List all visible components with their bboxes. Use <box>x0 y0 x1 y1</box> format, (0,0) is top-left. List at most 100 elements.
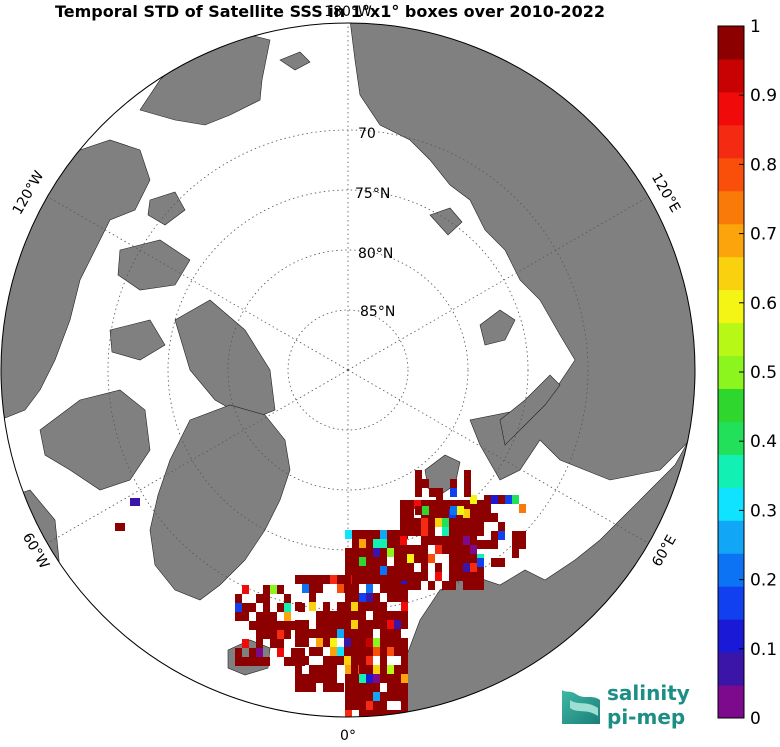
std-cell <box>337 629 344 638</box>
std-cell <box>359 530 366 539</box>
logo-wave-highlight <box>570 700 598 716</box>
std-cell <box>436 506 443 515</box>
std-cell <box>249 621 256 630</box>
std-cell <box>345 548 352 557</box>
std-cell <box>309 629 316 638</box>
figure-title: Temporal STD of Satellite SSS in 1°x1° b… <box>55 2 605 21</box>
colorbar-tick-label: 0.6 <box>750 294 777 314</box>
std-cell <box>387 593 394 602</box>
std-cell <box>401 620 408 629</box>
std-cell <box>421 527 428 536</box>
std-cell <box>373 575 380 584</box>
std-cell <box>491 540 498 549</box>
std-cell <box>366 575 373 584</box>
std-cell <box>457 506 464 515</box>
std-cell <box>407 554 414 563</box>
std-cell <box>470 504 477 513</box>
std-cell <box>477 500 484 509</box>
std-cell <box>235 594 242 603</box>
std-cell <box>387 566 394 575</box>
std-cell <box>359 593 366 602</box>
std-cell <box>463 527 470 536</box>
std-cell <box>352 539 359 548</box>
std-cell <box>387 692 394 701</box>
std-cell <box>512 531 519 540</box>
lon-label-60e: 60°E <box>649 532 680 569</box>
std-cell <box>309 647 316 656</box>
std-cell <box>373 593 380 602</box>
std-cell <box>512 540 519 549</box>
std-cell <box>337 611 344 620</box>
std-cell <box>380 692 387 701</box>
std-cell <box>470 513 477 522</box>
std-cell <box>373 539 380 548</box>
std-cell <box>387 710 394 717</box>
std-cell <box>256 657 263 666</box>
std-cell <box>366 530 373 539</box>
std-cell <box>291 657 298 666</box>
std-cell <box>263 657 270 666</box>
std-cell <box>456 563 463 572</box>
std-cell <box>414 545 421 554</box>
std-cell <box>351 683 358 692</box>
std-cell <box>415 488 422 497</box>
std-cell <box>407 500 414 509</box>
std-cell <box>477 572 484 581</box>
std-cell <box>470 581 477 590</box>
std-cell <box>330 575 337 584</box>
std-cell <box>373 719 380 728</box>
std-cell <box>351 674 358 683</box>
meridian-120w <box>47 196 349 371</box>
std-cell <box>352 719 359 728</box>
std-cell <box>345 719 352 728</box>
std-cell <box>400 572 407 581</box>
land-baffin <box>39 389 151 491</box>
colorbar-segment <box>718 586 744 620</box>
std-cell <box>477 558 484 567</box>
std-cell <box>429 506 436 515</box>
std-cell <box>373 647 380 656</box>
std-cell <box>435 518 442 527</box>
std-cell <box>359 548 366 557</box>
std-cell <box>415 506 422 515</box>
std-cell <box>256 648 263 657</box>
std-cell <box>351 638 358 647</box>
std-cell <box>491 513 498 522</box>
std-cell <box>277 630 284 639</box>
std-cell <box>302 629 309 638</box>
std-cell <box>435 545 442 554</box>
std-cell <box>344 584 351 593</box>
std-cell <box>270 639 277 648</box>
std-cell <box>477 540 484 549</box>
std-cell <box>414 500 421 509</box>
std-cell <box>512 549 519 558</box>
std-cell <box>380 701 387 710</box>
std-cell <box>387 629 394 638</box>
land-novaya-zemlya <box>499 374 561 446</box>
std-cell <box>380 566 387 575</box>
std-cell <box>491 495 498 504</box>
std-cell <box>242 612 249 621</box>
std-cell <box>359 683 366 692</box>
std-cell <box>435 572 442 581</box>
std-cell <box>380 710 387 717</box>
std-cell <box>394 584 401 593</box>
std-cell <box>359 557 366 566</box>
std-cell <box>295 683 302 692</box>
std-cell <box>352 692 359 701</box>
colorbar-segment <box>718 223 744 258</box>
std-cell <box>449 527 456 536</box>
std-cell <box>449 554 456 563</box>
std-cell <box>344 611 351 620</box>
std-cell <box>359 539 366 548</box>
std-cell <box>366 683 373 692</box>
std-cell <box>456 500 463 509</box>
std-cell <box>484 504 491 513</box>
lat-label-85: 85°N <box>360 304 395 320</box>
std-cell <box>373 620 380 629</box>
std-cell <box>470 545 477 554</box>
std-cell <box>277 585 284 594</box>
std-cell <box>449 536 456 545</box>
std-cell <box>256 621 263 630</box>
std-cell <box>351 647 358 656</box>
